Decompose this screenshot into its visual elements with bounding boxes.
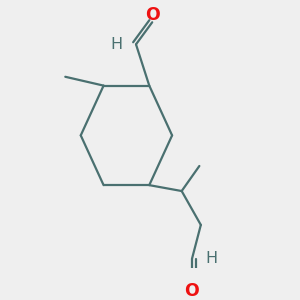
- Text: O: O: [145, 6, 160, 24]
- Text: H: H: [205, 251, 217, 266]
- Text: H: H: [111, 37, 123, 52]
- Text: O: O: [184, 282, 200, 300]
